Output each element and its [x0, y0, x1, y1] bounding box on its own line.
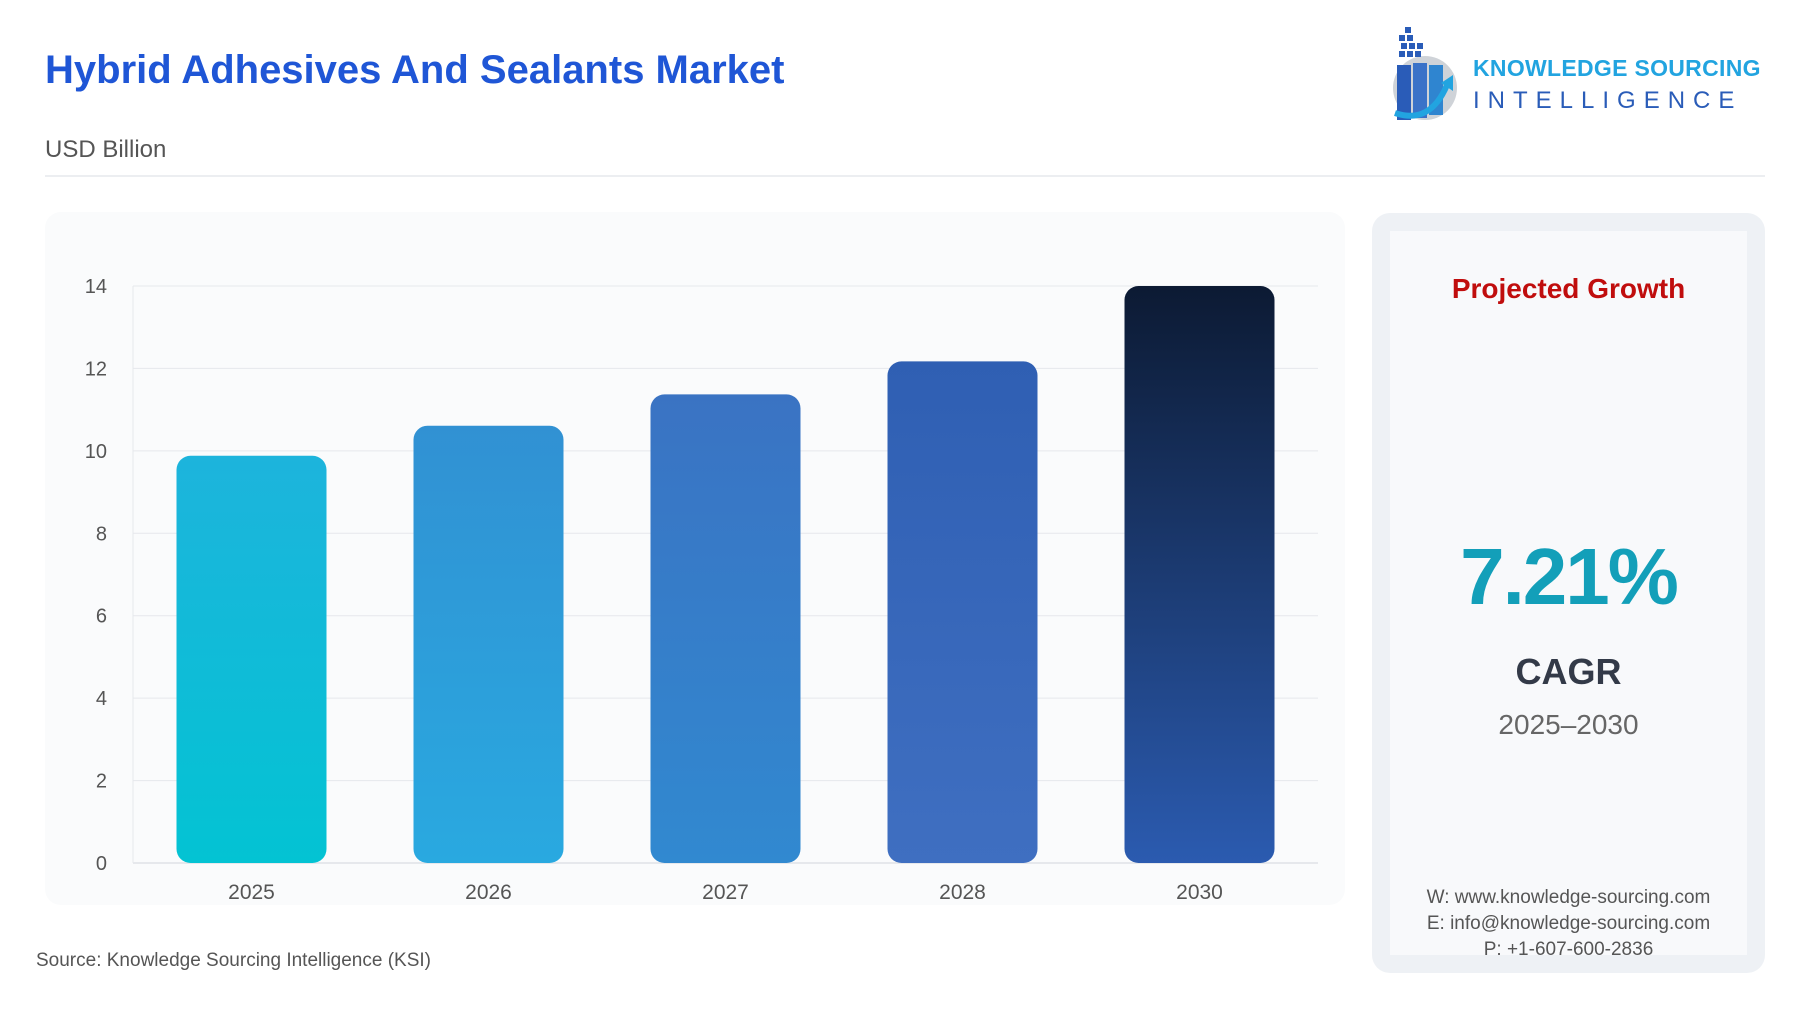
x-tick-label: 2025 — [228, 881, 275, 904]
cagr-period: 2025–2030 — [1498, 709, 1639, 740]
y-tick-label: 14 — [85, 276, 107, 298]
contact-phone: P: +1-607-600-2836 — [1483, 939, 1654, 960]
bar-2027 — [650, 394, 801, 863]
logo-text-line2: INTELLIGENCE — [1473, 87, 1743, 114]
page-title: Hybrid Adhesives And Sealants Market — [45, 48, 785, 92]
y-tick-label: 0 — [96, 853, 107, 875]
contact-website[interactable]: W: www.knowledge-sourcing.com — [1426, 887, 1711, 908]
bar-2030 — [1124, 286, 1275, 863]
contact-email[interactable]: E: info@knowledge-sourcing.com — [1426, 913, 1711, 934]
y-tick-label: 8 — [96, 523, 107, 545]
x-tick-label: 2027 — [702, 881, 749, 904]
x-tick-label: 2028 — [939, 881, 986, 904]
ksi-logo: KNOWLEDGE SOURCING INTELLIGENCE — [1385, 25, 1795, 120]
projected-growth-heading: Projected Growth — [1451, 273, 1686, 304]
bar-2026 — [413, 425, 564, 863]
y-tick-label: 4 — [96, 688, 107, 710]
x-tick-label: 2030 — [1176, 881, 1223, 904]
chart-card: 0 2 4 6 8 10 12 14 2025 2026 2027 2028 2030 — [45, 212, 1345, 905]
bar-chart: 0 2 4 6 8 10 12 14 2025 2026 2027 2028 2030 — [85, 276, 1318, 904]
y-tick-label: 10 — [85, 441, 107, 463]
cagr-value: 7.21% — [1460, 532, 1679, 621]
divider — [45, 175, 1765, 177]
y-tick-label: 12 — [85, 358, 107, 380]
y-tick-label: 2 — [96, 771, 107, 793]
logo-text-line1: KNOWLEDGE SOURCING — [1473, 55, 1761, 81]
y-tick-label: 6 — [96, 606, 107, 628]
growth-panel: Projected Growth 7.21% CAGR 2025–2030 W:… — [1372, 213, 1765, 973]
logo-mark-icon — [1393, 27, 1457, 120]
bar-2028 — [887, 361, 1038, 863]
bar-2025 — [176, 455, 327, 863]
cagr-label: CAGR — [1515, 651, 1622, 692]
x-tick-label: 2026 — [465, 881, 512, 904]
unit-subtitle: USD Billion — [45, 136, 167, 163]
source-note: Source: Knowledge Sourcing Intelligence … — [36, 950, 432, 971]
